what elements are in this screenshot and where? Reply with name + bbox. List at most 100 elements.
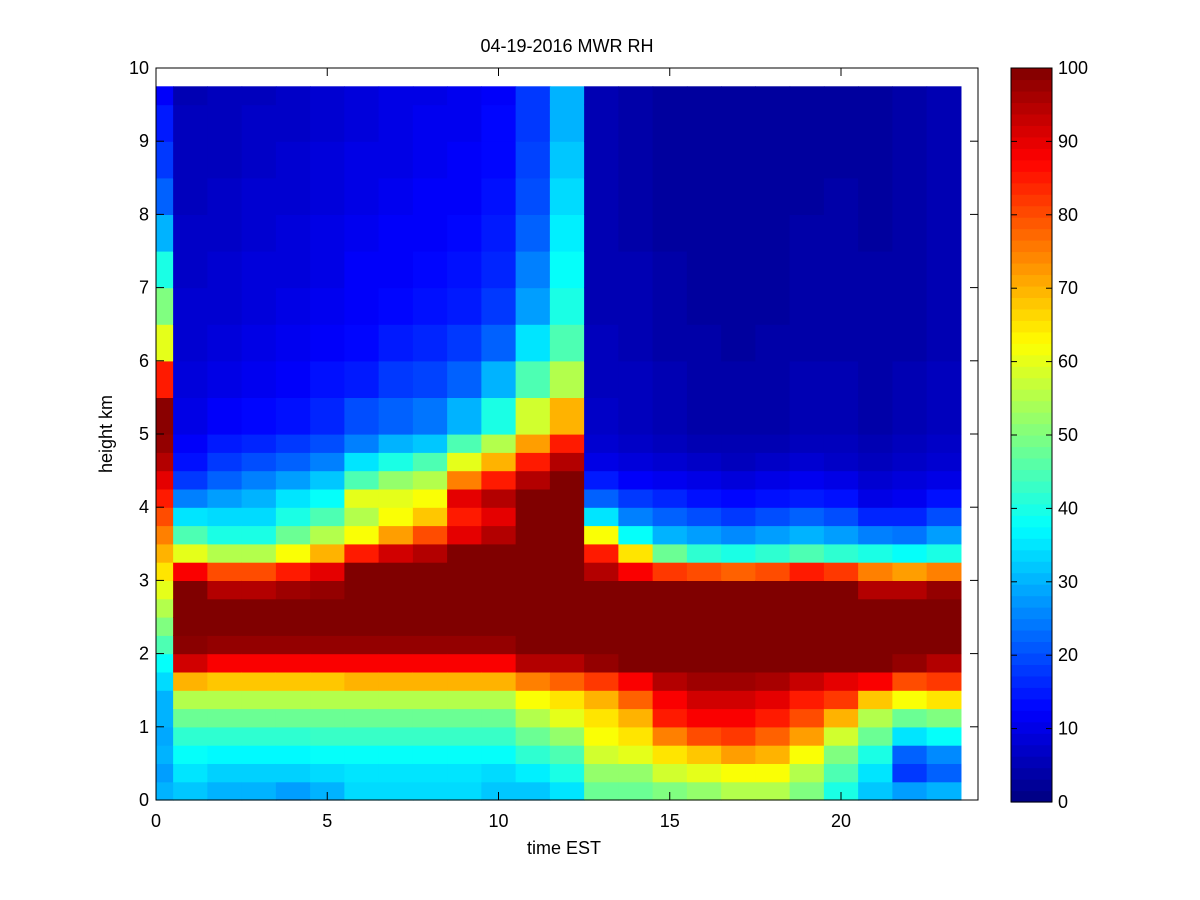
heatmap-cell: [378, 452, 414, 472]
heatmap-cell: [207, 397, 243, 435]
colorbar-swatch: [1011, 217, 1052, 230]
heatmap-cell: [721, 251, 756, 289]
heatmap-cell: [447, 86, 482, 106]
heatmap-cell: [652, 671, 688, 691]
heatmap-cell: [823, 324, 859, 362]
heatmap-cell: [584, 397, 619, 435]
colorbar-swatch: [1011, 469, 1052, 482]
y-tick-label: 0: [139, 790, 149, 810]
heatmap-cell: [686, 251, 722, 289]
heatmap-cell: [207, 617, 243, 636]
heatmap-cell: [173, 251, 208, 289]
heatmap-cell: [926, 598, 962, 618]
heatmap-cell: [686, 177, 722, 215]
heatmap-cell: [755, 726, 791, 746]
heatmap-cell: [549, 214, 585, 252]
heatmap-cell: [892, 671, 928, 691]
heatmap-cell: [447, 287, 482, 325]
heatmap-cell: [652, 397, 688, 435]
heatmap-cell: [618, 562, 654, 581]
heatmap-cell: [207, 287, 243, 325]
heatmap-cell: [926, 360, 962, 398]
heatmap-cell: [721, 360, 756, 398]
heatmap-cell: [618, 745, 654, 764]
heatmap-cell: [447, 726, 482, 746]
heatmap-cell: [789, 141, 825, 179]
heatmap-cell: [378, 653, 414, 673]
heatmap-cell: [447, 763, 482, 783]
heatmap-cell: [584, 488, 619, 508]
heatmap-cell: [618, 598, 654, 618]
y-tick-label: 2: [139, 644, 149, 664]
heatmap-cell: [275, 141, 311, 179]
x-axis-label: time EST: [527, 838, 601, 858]
heatmap-cell: [310, 86, 345, 106]
colorbar-swatch: [1011, 343, 1052, 356]
heatmap-cell: [173, 653, 208, 673]
heatmap-cell: [515, 86, 551, 106]
heatmap-cell: [858, 617, 893, 636]
heatmap-cell: [156, 470, 174, 490]
heatmap-cell: [344, 141, 380, 179]
y-axis-label: height km: [96, 395, 116, 473]
heatmap-cell: [652, 690, 688, 710]
heatmap-cell: [344, 598, 380, 618]
colorbar-swatch: [1011, 400, 1052, 413]
heatmap-cell: [515, 452, 551, 472]
heatmap-cell: [823, 397, 859, 435]
heatmap-cell: [275, 635, 311, 655]
heatmap-cell: [515, 251, 551, 289]
colorbar-swatch: [1011, 136, 1052, 149]
heatmap-cell: [686, 580, 722, 600]
heatmap-cell: [378, 86, 414, 106]
heatmap-cell: [241, 726, 277, 746]
heatmap-cell: [858, 397, 893, 435]
heatmap-cell: [926, 525, 962, 545]
heatmap-cell: [549, 324, 585, 362]
heatmap-cell: [926, 287, 962, 325]
heatmap-cell: [344, 324, 380, 362]
heatmap-cell: [549, 525, 585, 545]
heatmap-cell: [686, 726, 722, 746]
heatmap-cell: [858, 745, 893, 764]
colorbar-swatch: [1011, 733, 1052, 746]
heatmap-cell: [156, 562, 174, 581]
heatmap-cell: [344, 251, 380, 289]
heatmap-cell: [618, 177, 654, 215]
heatmap-cell: [652, 726, 688, 746]
heatmap-cell: [275, 104, 311, 142]
heatmap-cell: [823, 781, 859, 801]
heatmap-cell: [447, 653, 482, 673]
heatmap-cell: [275, 708, 311, 728]
heatmap-cell: [515, 324, 551, 362]
heatmap-cell: [892, 251, 928, 289]
heatmap-cell: [823, 141, 859, 179]
heatmap-cell: [823, 598, 859, 618]
heatmap-cell: [173, 177, 208, 215]
heatmap-cell: [686, 434, 722, 453]
heatmap-cell: [378, 488, 414, 508]
heatmap-cell: [515, 617, 551, 636]
heatmap-cell: [721, 745, 756, 764]
chart-title: 04-19-2016 MWR RH: [480, 36, 653, 56]
heatmap-cell: [378, 214, 414, 252]
heatmap-cell: [447, 598, 482, 618]
heatmap-cell: [447, 397, 482, 435]
heatmap-cell: [481, 671, 517, 691]
heatmap-cell: [549, 452, 585, 472]
heatmap-cell: [721, 543, 756, 563]
colorbar-swatch: [1011, 779, 1052, 792]
y-tick-label: 1: [139, 717, 149, 737]
heatmap-cell: [515, 745, 551, 764]
heatmap-cell: [412, 360, 448, 398]
heatmap-cell: [207, 580, 243, 600]
heatmap-cell: [652, 251, 688, 289]
heatmap-cell: [892, 690, 928, 710]
heatmap-cell: [549, 562, 585, 581]
colorbar-tick-label: 20: [1058, 645, 1078, 665]
heatmap-cell: [156, 324, 174, 362]
heatmap-cell: [823, 452, 859, 472]
heatmap-cell: [652, 543, 688, 563]
heatmap-cell: [515, 360, 551, 398]
heatmap-cell: [584, 580, 619, 600]
